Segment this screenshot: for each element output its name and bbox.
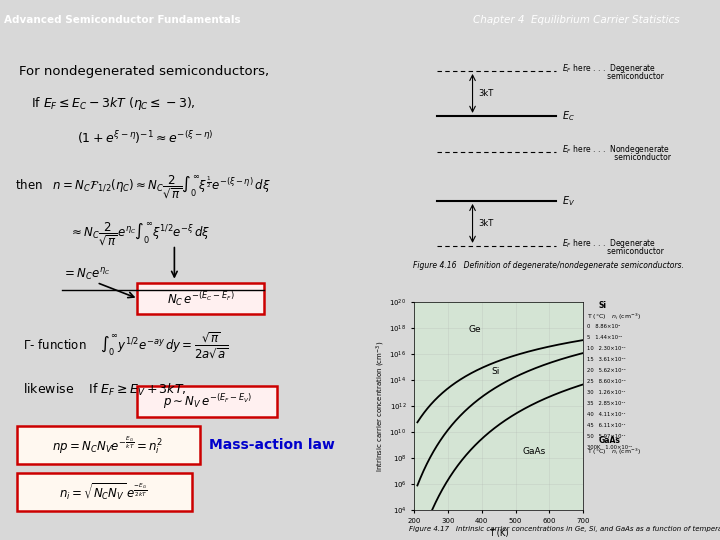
Y-axis label: Intrinsic carrier concentration (cm$^{-3}$): Intrinsic carrier concentration (cm$^{-3… bbox=[374, 341, 387, 472]
Text: 15   3.61×10¹⁰: 15 3.61×10¹⁰ bbox=[587, 357, 625, 362]
Text: $= N_C e^{\eta_C}$: $= N_C e^{\eta_C}$ bbox=[62, 267, 110, 283]
Text: Chapter 4  Equilibrium Carrier Statistics: Chapter 4 Equilibrium Carrier Statistics bbox=[473, 15, 679, 25]
Text: T (°C)   $n_i$ (cm$^{-3}$): T (°C) $n_i$ (cm$^{-3}$) bbox=[587, 447, 641, 457]
Text: $E_F$ here . . .  Degenerate: $E_F$ here . . . Degenerate bbox=[562, 62, 656, 75]
Text: 300K   1.00×10¹⁰: 300K 1.00×10¹⁰ bbox=[587, 446, 632, 450]
Text: GaAs: GaAs bbox=[599, 436, 621, 445]
Text: 5   1.44×10¹⁰: 5 1.44×10¹⁰ bbox=[587, 335, 622, 340]
Text: If $E_F \leq E_C - 3kT$ $(\eta_C \leq -3)$,: If $E_F \leq E_C - 3kT$ $(\eta_C \leq -3… bbox=[30, 95, 195, 112]
Text: Mass-action law: Mass-action law bbox=[210, 438, 336, 452]
Bar bbox=[138, 386, 277, 417]
Text: $N_C\, e^{-(E_C-E_F)}$: $N_C\, e^{-(E_C-E_F)}$ bbox=[167, 290, 235, 308]
Text: $(1 + e^{\xi - \eta})^{-1} \approx e^{-(\xi - \eta)}$: $(1 + e^{\xi - \eta})^{-1} \approx e^{-(… bbox=[77, 129, 214, 146]
Text: $np = N_C N_V e^{-\frac{E_G}{kT}} = n_i^2$: $np = N_C N_V e^{-\frac{E_G}{kT}} = n_i^… bbox=[52, 434, 163, 456]
Text: T (°C)   $n_i$ (cm$^{-3}$): T (°C) $n_i$ (cm$^{-3}$) bbox=[587, 311, 641, 321]
Text: Figure 4.16   Definition of degenerate/nondegenerate semiconductors.: Figure 4.16 Definition of degenerate/non… bbox=[413, 261, 684, 271]
Bar bbox=[17, 472, 192, 511]
Text: For nondegenerated semiconductors,: For nondegenerated semiconductors, bbox=[19, 65, 269, 78]
Text: $\approx N_C \dfrac{2}{\sqrt{\pi}} e^{\eta_C} \int_0^{\infty} \xi^{1/2} e^{-\xi}: $\approx N_C \dfrac{2}{\sqrt{\pi}} e^{\e… bbox=[69, 220, 211, 247]
Text: $p \sim N_V\, e^{-(E_F - E_V)}$: $p \sim N_V\, e^{-(E_F - E_V)}$ bbox=[163, 392, 252, 411]
Bar bbox=[138, 282, 264, 314]
Text: then   $n = N_C\mathcal{F}_{1/2}(\eta_C) \approx N_C \dfrac{2}{\sqrt{\pi}} \int_: then $n = N_C\mathcal{F}_{1/2}(\eta_C) \… bbox=[15, 173, 271, 200]
Text: 20   5.62×10¹⁰: 20 5.62×10¹⁰ bbox=[587, 368, 626, 373]
Text: $E_C$: $E_C$ bbox=[562, 109, 575, 123]
Text: likewise    If $E_F \geq E_V + 3kT$,: likewise If $E_F \geq E_V + 3kT$, bbox=[23, 382, 186, 399]
Text: $n_i = \sqrt{N_C N_V}\, e^{\frac{-E_G}{2kT}}$: $n_i = \sqrt{N_C N_V}\, e^{\frac{-E_G}{2… bbox=[59, 481, 148, 502]
Text: 0   8.86×10⁹: 0 8.86×10⁹ bbox=[587, 324, 620, 329]
Text: 10   2.30×10¹⁰: 10 2.30×10¹⁰ bbox=[587, 346, 625, 351]
Text: Si: Si bbox=[492, 367, 500, 376]
Text: Ge: Ge bbox=[468, 325, 481, 334]
Text: 25   8.60×10¹⁰: 25 8.60×10¹⁰ bbox=[587, 379, 626, 384]
Text: $E_V$: $E_V$ bbox=[562, 194, 575, 208]
Text: Advanced Semiconductor Fundamentals: Advanced Semiconductor Fundamentals bbox=[4, 15, 240, 25]
Text: Si: Si bbox=[599, 301, 607, 309]
Text: semiconductor: semiconductor bbox=[562, 153, 671, 162]
Text: 35   2.85×10¹¹: 35 2.85×10¹¹ bbox=[587, 401, 625, 406]
Text: semiconductor: semiconductor bbox=[562, 72, 664, 81]
Text: 30   1.26×10¹¹: 30 1.26×10¹¹ bbox=[587, 390, 625, 395]
Text: $E_F$ here . . .  Nondegenerate: $E_F$ here . . . Nondegenerate bbox=[562, 143, 670, 156]
Text: $E_F$ here . . .  Degenerate: $E_F$ here . . . Degenerate bbox=[562, 237, 656, 250]
Text: GaAs: GaAs bbox=[522, 448, 546, 456]
Text: 3kT: 3kT bbox=[479, 219, 494, 228]
Text: Figure 4.17   Intrinsic carrier concentrations in Ge, Si, and GaAs as a function: Figure 4.17 Intrinsic carrier concentrat… bbox=[409, 526, 720, 532]
Text: $\Gamma$- function    $\int_0^{\infty} y^{1/2} e^{-ay}\, dy = \dfrac{\sqrt{\pi}}: $\Gamma$- function $\int_0^{\infty} y^{1… bbox=[23, 330, 228, 360]
Text: 50   5.97×10¹¹: 50 5.97×10¹¹ bbox=[587, 434, 625, 439]
Text: 40   4.11×10¹¹: 40 4.11×10¹¹ bbox=[587, 412, 625, 417]
Bar bbox=[17, 426, 199, 464]
Text: 3kT: 3kT bbox=[479, 89, 494, 98]
Text: semiconductor: semiconductor bbox=[562, 247, 664, 256]
X-axis label: T (K): T (K) bbox=[489, 530, 508, 538]
Text: 45   6.11×10¹¹: 45 6.11×10¹¹ bbox=[587, 423, 625, 428]
